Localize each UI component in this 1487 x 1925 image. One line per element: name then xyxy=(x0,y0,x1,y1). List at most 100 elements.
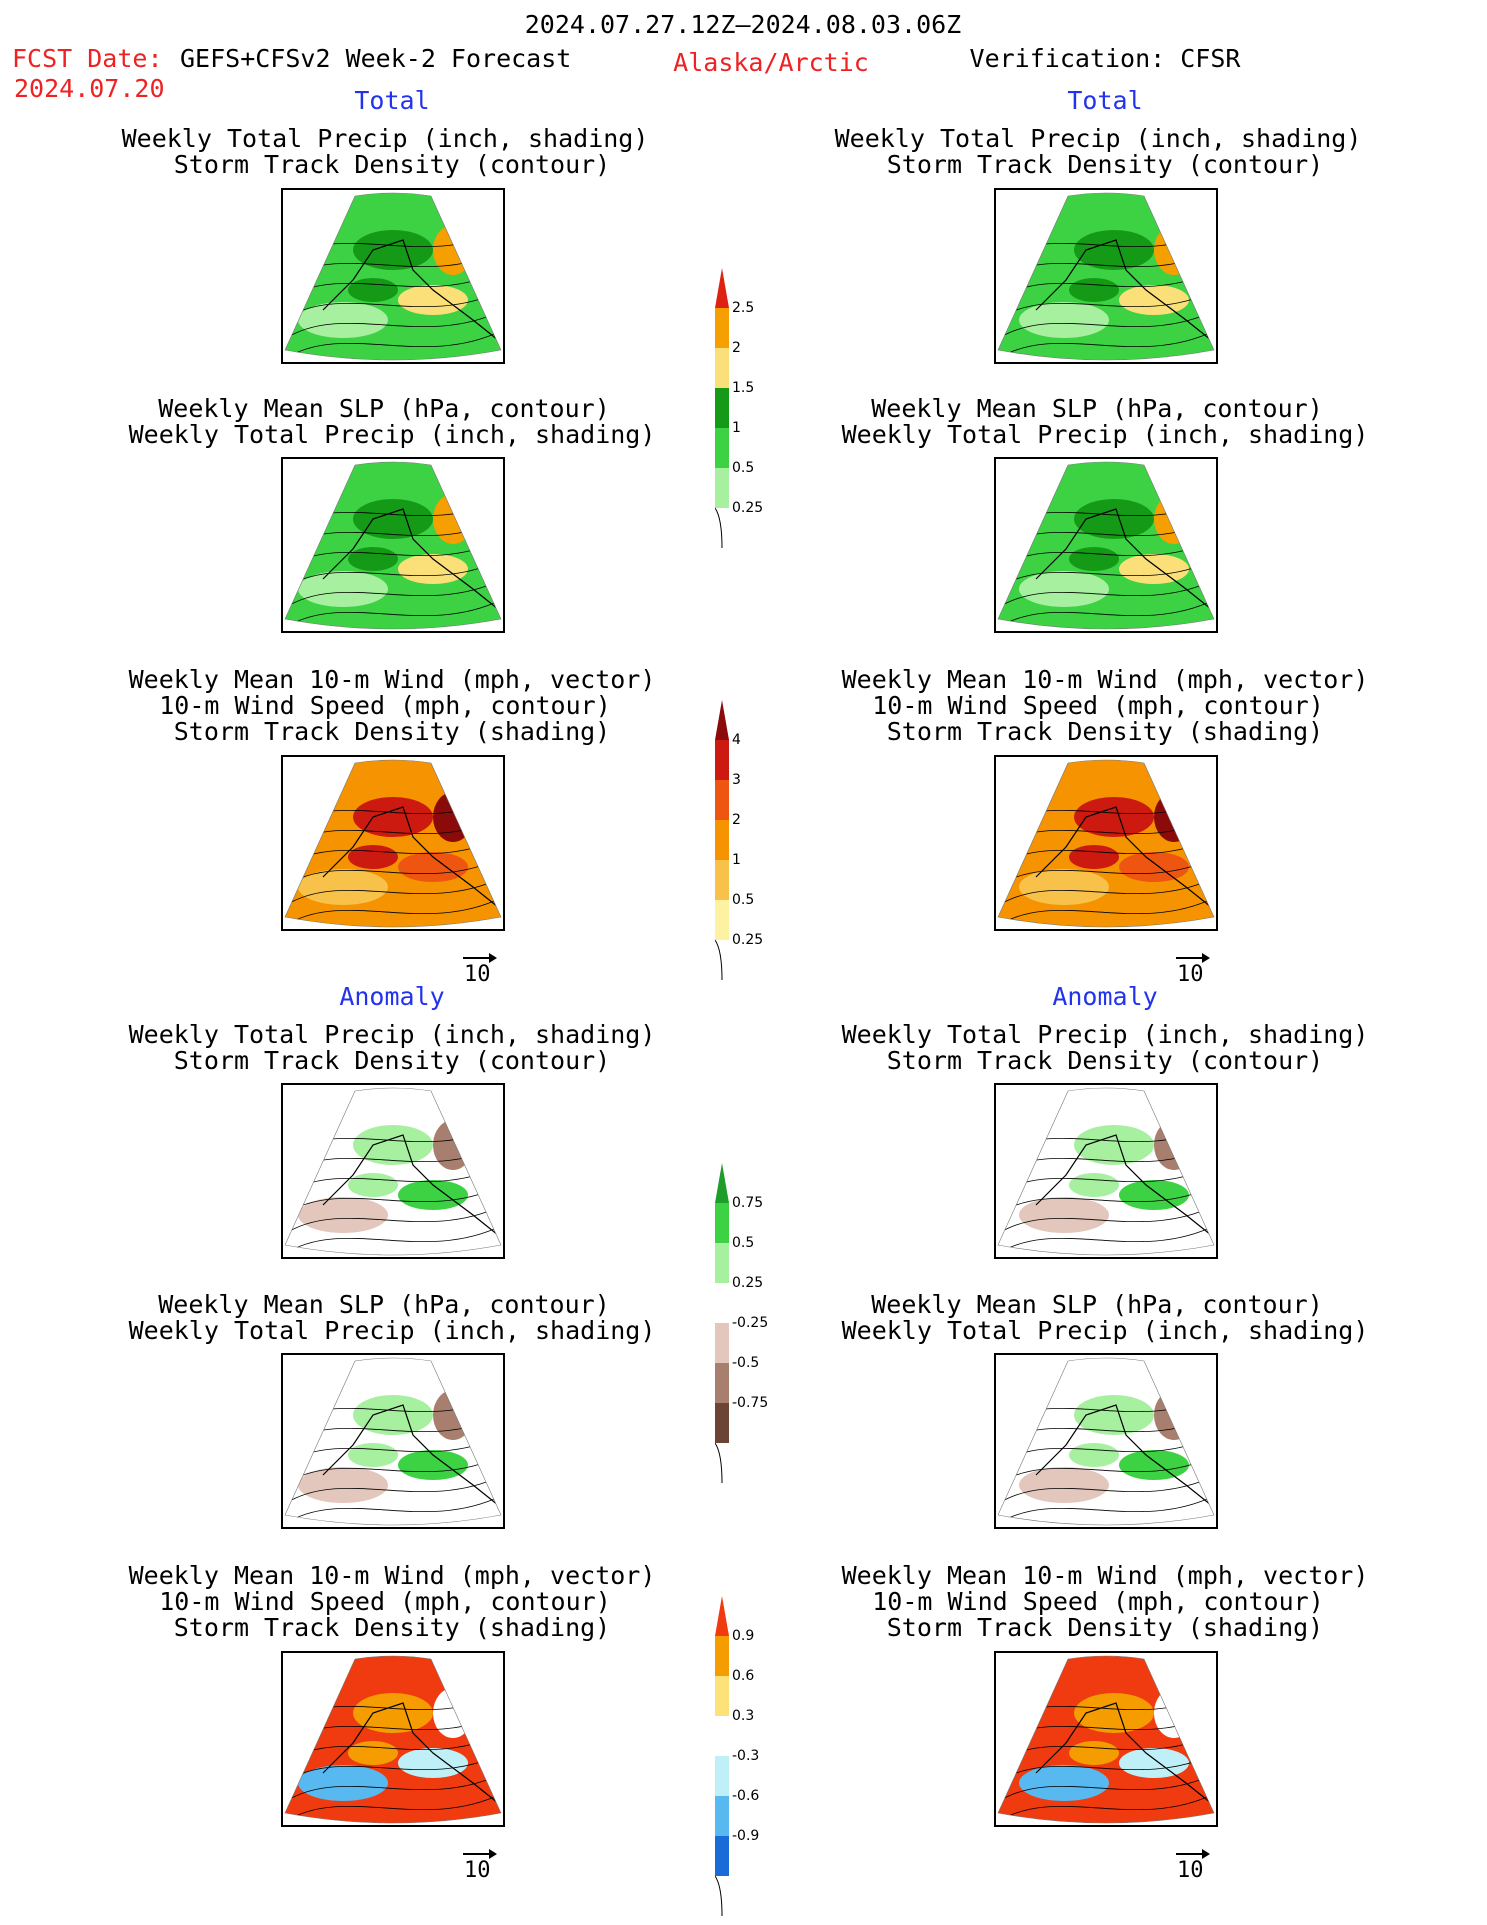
colorbar-total-storm: 4 3 2 1 0.5 0.25 xyxy=(714,700,763,984)
shaded-region xyxy=(348,1741,398,1765)
vector-ref-label: 10 xyxy=(464,962,491,987)
title-r5-b: Weekly Total Precip (inch, shading) xyxy=(841,1316,1369,1345)
shaded-region xyxy=(1019,571,1109,607)
vector-ref-label: 10 xyxy=(1177,1858,1204,1883)
shaded-region xyxy=(298,1197,388,1233)
domain-outline xyxy=(997,461,1215,630)
vector-ref-arrow xyxy=(463,953,497,963)
coastline xyxy=(1035,1404,1212,1506)
shaded-region xyxy=(1074,230,1154,270)
title-l3-b: 10-m Wind Speed (mph, contour) xyxy=(159,691,611,720)
contour-line xyxy=(998,1752,1214,1784)
colorbar-tick-label: 1.5 xyxy=(732,380,755,396)
colorbar-swatch xyxy=(715,1796,729,1836)
colorbar-swatch xyxy=(715,1203,729,1243)
coastline xyxy=(1035,508,1212,610)
colorbar-tick-label: 0.6 xyxy=(732,1668,755,1684)
shaded-region xyxy=(348,278,398,302)
shaded-region xyxy=(433,792,473,842)
map-total-precip-storm-verif xyxy=(994,188,1218,364)
coastline xyxy=(1035,1134,1212,1236)
shaded-region xyxy=(1019,1765,1109,1801)
colorbar-tick-label: -0.25 xyxy=(732,1315,769,1331)
shaded-region xyxy=(1119,1450,1189,1480)
shaded-region xyxy=(1074,1125,1154,1165)
map-field xyxy=(285,1358,501,1525)
colorbar-tail xyxy=(714,1442,723,1484)
shaded-region xyxy=(1154,1688,1194,1738)
contour-line xyxy=(998,1204,1214,1236)
colorbar-tick-label: 2.5 xyxy=(732,300,755,316)
contour-line xyxy=(285,1752,501,1784)
title-r1-b: Storm Track Density (contour) xyxy=(886,150,1324,179)
section-anomaly-left: Anomaly xyxy=(339,982,445,1011)
colorbar-anom-storm: 0.9 0.6 0.3 -0.3 -0.6 -0.9 xyxy=(714,1596,759,1920)
shaded-region xyxy=(1119,554,1189,584)
colorbar-swatch xyxy=(715,308,729,348)
contour-line xyxy=(998,1184,1214,1216)
colorbar-top-arrow xyxy=(715,700,729,740)
colorbar-tail xyxy=(714,939,723,981)
contour-line xyxy=(998,896,1214,927)
map-field xyxy=(998,1358,1214,1525)
map-field xyxy=(998,1656,1214,1823)
shaded-region xyxy=(433,1390,473,1440)
colorbar-tick-label: 3 xyxy=(732,772,741,788)
map-field xyxy=(285,1656,501,1823)
colorbar-anom-precip: 0.75 0.5 0.25 -0.25 -0.5 -0.75 xyxy=(714,1163,768,1487)
shaded-region xyxy=(1119,852,1189,882)
title-l4-a: Weekly Total Precip (inch, shading) xyxy=(128,1020,656,1049)
shaded-region xyxy=(398,1450,468,1480)
contour-line xyxy=(998,1474,1214,1506)
title-l3-c: Storm Track Density (shading) xyxy=(173,717,611,746)
title-l1-a: Weekly Total Precip (inch, shading) xyxy=(121,124,649,153)
contour-line xyxy=(285,329,501,360)
colorbar-tick-label: 1 xyxy=(732,852,741,868)
shaded-region xyxy=(1019,302,1109,338)
shaded-region xyxy=(433,494,473,544)
shaded-region xyxy=(298,1467,388,1503)
contour-line xyxy=(998,309,1214,341)
colorbar-tick-label: 0.25 xyxy=(732,932,764,948)
shaded-region xyxy=(1019,1467,1109,1503)
map-field xyxy=(998,462,1214,629)
colorbar-tick-label: -0.3 xyxy=(732,1748,760,1764)
colorbar-swatch xyxy=(715,900,729,940)
colorbar-swatch xyxy=(715,1243,729,1283)
map-field xyxy=(285,760,501,927)
domain-outline xyxy=(284,759,502,928)
title-r6-a: Weekly Mean 10-m Wind (mph, vector) xyxy=(841,1561,1369,1590)
title-r6-c: Storm Track Density (shading) xyxy=(886,1613,1324,1642)
title-r5-a: Weekly Mean SLP (hPa, contour) xyxy=(871,1290,1323,1319)
colorbar-tick-label: -0.75 xyxy=(732,1395,769,1411)
colorbar-swatch xyxy=(715,388,729,428)
colorbar-tick-label: -0.9 xyxy=(732,1828,760,1844)
shaded-region xyxy=(1069,1741,1119,1765)
colorbar-tail xyxy=(714,1875,723,1917)
domain-outline xyxy=(997,1087,1215,1256)
title-l5-b: Weekly Total Precip (inch, shading) xyxy=(128,1316,656,1345)
title-r2-a: Weekly Mean SLP (hPa, contour) xyxy=(871,394,1323,423)
colorbar-swatch xyxy=(715,1716,729,1756)
colorbar-swatch xyxy=(715,1283,729,1323)
title-l1-b: Storm Track Density (contour) xyxy=(173,150,611,179)
contour-line xyxy=(285,1474,501,1506)
colorbar-swatch xyxy=(715,820,729,860)
contour-line xyxy=(285,558,501,590)
shaded-region xyxy=(398,1180,468,1210)
shaded-region xyxy=(348,845,398,869)
colorbar-tick-label: 0.25 xyxy=(732,500,764,516)
model-label: GEFS+CFSv2 Week-2 Forecast xyxy=(180,44,572,73)
shaded-region xyxy=(398,554,468,584)
shaded-region xyxy=(298,1765,388,1801)
domain-outline xyxy=(284,1357,502,1526)
contour-line xyxy=(998,1224,1214,1255)
contour-line xyxy=(998,1494,1214,1525)
colorbar-swatch xyxy=(715,1403,729,1443)
shaded-region xyxy=(1069,1443,1119,1467)
colorbar-tick-label: 0.5 xyxy=(732,460,755,476)
colorbar-tail xyxy=(714,507,723,549)
shaded-region xyxy=(348,1443,398,1467)
title-l3-a: Weekly Mean 10-m Wind (mph, vector) xyxy=(128,665,656,694)
shaded-region xyxy=(433,225,473,275)
